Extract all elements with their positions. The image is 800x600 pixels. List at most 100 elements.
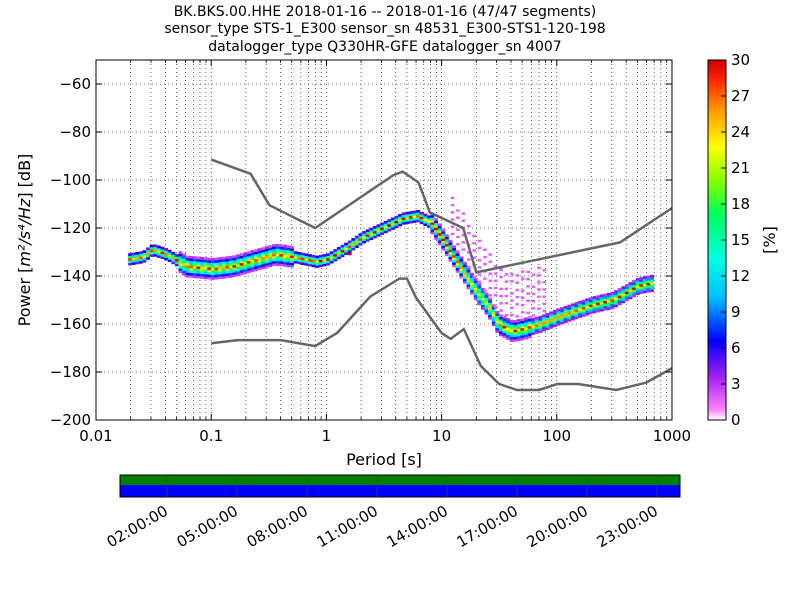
psd-cell — [632, 287, 637, 291]
psd-cell — [628, 294, 633, 297]
psd-cell — [650, 274, 655, 278]
psd-cell — [344, 242, 349, 246]
psd-cell — [588, 297, 593, 300]
psd-cell — [268, 264, 273, 268]
psd-cell — [225, 258, 230, 262]
psd-cell — [225, 268, 230, 272]
psd-cell — [372, 233, 377, 236]
psd-cell — [527, 321, 532, 324]
psd-cell — [488, 314, 493, 318]
psd-cell-sparse — [510, 299, 514, 302]
psd-cell — [178, 260, 183, 264]
psd-cell — [218, 261, 223, 265]
coverage-tick-label: 02:00:00 — [104, 502, 171, 551]
psd-cell — [232, 269, 237, 273]
psd-cell — [473, 278, 478, 281]
psd-cell — [527, 318, 532, 322]
psd-cell — [408, 215, 413, 219]
psd-cell — [354, 238, 359, 241]
psd-cell — [164, 247, 169, 251]
psd-cell — [534, 321, 539, 325]
psd-cell — [254, 251, 259, 255]
psd-cell — [437, 242, 442, 246]
psd-cell-sparse — [537, 295, 541, 298]
psd-cell — [268, 254, 273, 258]
psd-cell — [596, 309, 601, 313]
psd-cell — [650, 289, 655, 292]
psd-cell-sparse — [542, 288, 547, 291]
psd-cell — [282, 264, 287, 267]
psd-cell — [444, 241, 449, 245]
psd-cell — [243, 269, 248, 272]
psd-cell-sparse — [450, 203, 455, 207]
psd-cell — [192, 273, 197, 276]
colorbar-tick-label: 15 — [731, 231, 750, 249]
psd-cell — [232, 257, 237, 261]
psd-cell — [549, 323, 554, 327]
psd-cell — [542, 319, 547, 322]
psd-cell — [329, 260, 334, 264]
psd-cell — [171, 254, 176, 258]
psd-cell — [452, 250, 457, 253]
psd-cell — [444, 236, 449, 240]
psd-cell — [387, 223, 392, 227]
psd-cell — [430, 226, 435, 230]
psd-cell — [275, 255, 280, 259]
psd-cell — [225, 261, 230, 264]
psd-cell-sparse — [472, 275, 476, 279]
psd-cell — [128, 253, 133, 256]
psd-cell — [138, 260, 143, 264]
psd-cell — [470, 284, 475, 288]
psd-cell-sparse — [461, 212, 466, 215]
psd-cell — [614, 292, 619, 296]
psd-cell — [470, 289, 475, 293]
psd-cell-sparse — [461, 233, 466, 237]
psd-cell — [146, 254, 151, 258]
psd-cell-sparse — [515, 295, 520, 299]
psd-cell — [178, 258, 183, 262]
psd-cell — [617, 297, 622, 301]
psd-cell — [203, 264, 208, 268]
psd-cell — [570, 308, 575, 311]
psd-cell — [214, 257, 219, 261]
psd-cell — [365, 229, 370, 233]
psd-cell — [455, 270, 460, 273]
psd-cell — [282, 259, 287, 262]
psd-cell — [268, 259, 273, 263]
psd-cell — [203, 266, 208, 270]
psd-cell — [149, 246, 154, 250]
psd-cell — [542, 321, 547, 325]
psd-cell — [239, 260, 244, 264]
psd-cell — [221, 275, 226, 279]
psd-cell — [538, 318, 543, 321]
psd-cell — [516, 326, 521, 330]
psd-cell — [470, 287, 475, 290]
psd-cell — [606, 295, 611, 298]
psd-cell — [520, 323, 525, 326]
psd-cell — [135, 256, 140, 260]
psd-cell — [578, 310, 583, 314]
psd-cell — [516, 323, 521, 327]
psd-cell — [254, 263, 259, 267]
psd-cell — [495, 310, 500, 314]
psd-cell — [164, 252, 169, 256]
psd-cell — [376, 229, 381, 232]
psd-cell — [167, 259, 172, 263]
psd-cell — [200, 271, 205, 275]
psd-cell — [200, 276, 205, 279]
psd-cell — [164, 257, 169, 261]
psd-cell — [358, 238, 363, 241]
psd-cell — [387, 228, 392, 232]
psd-cell — [488, 316, 493, 320]
psd-cell — [340, 249, 345, 253]
psd-cell — [581, 304, 586, 308]
psd-cell — [473, 290, 478, 293]
psd-cell — [531, 329, 536, 333]
psd-cell — [218, 266, 223, 270]
psd-cell-sparse — [483, 277, 487, 280]
psd-cell — [264, 258, 269, 261]
psd-cell — [441, 247, 446, 251]
psd-cell — [423, 218, 428, 222]
psd-cell — [308, 263, 313, 267]
psd-cell — [513, 329, 518, 333]
